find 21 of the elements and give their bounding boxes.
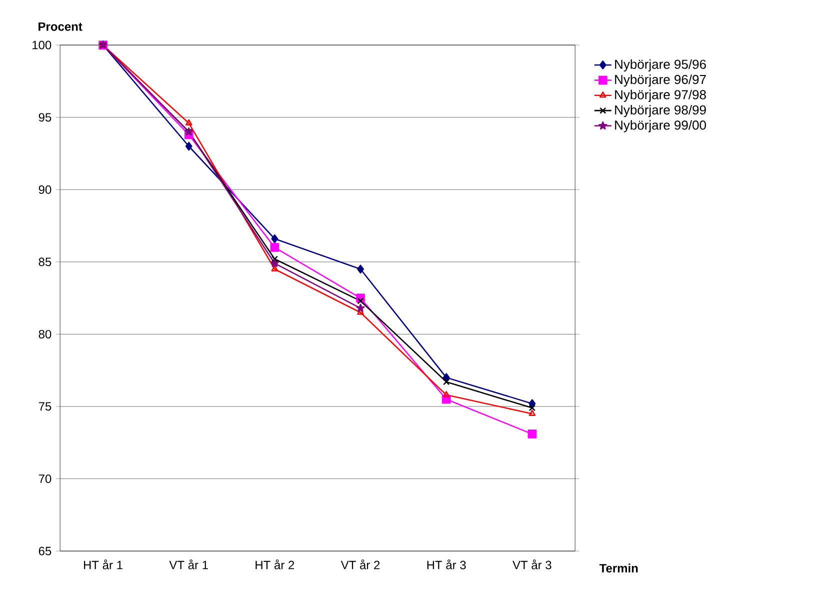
legend-label: Nybörjare 95/96 <box>615 59 706 72</box>
y-tick-label: 75 <box>38 402 52 411</box>
x-tick-label: HT år 1 <box>84 560 122 570</box>
legend-label: Nybörjare 99/00 <box>615 120 706 132</box>
y-tick-label: 100 <box>32 40 52 50</box>
y-tick-label: 70 <box>38 474 52 484</box>
x-tick-label: VT år 1 <box>169 560 208 570</box>
x-tick-label: VT år 2 <box>340 560 380 570</box>
x-axis-title: Termin <box>599 564 638 572</box>
y-tick-label: 95 <box>38 113 52 122</box>
legend-label: Nybörjare 96/97 <box>615 74 706 87</box>
x-tick-label: HT år 2 <box>256 560 294 570</box>
y-axis-title: Procent <box>38 22 82 31</box>
legend-label: Nybörjare 98/99 <box>615 104 706 118</box>
legend-label: Nybörjare 97/98 <box>615 90 706 102</box>
y-tick-label: 85 <box>38 258 52 266</box>
y-tick-label: 90 <box>38 185 52 194</box>
y-tick-label: 65 <box>38 546 52 556</box>
x-tick-label: VT år 3 <box>512 560 552 570</box>
x-tick-label: HT år 3 <box>427 560 466 570</box>
y-tick-label: 80 <box>38 330 52 338</box>
